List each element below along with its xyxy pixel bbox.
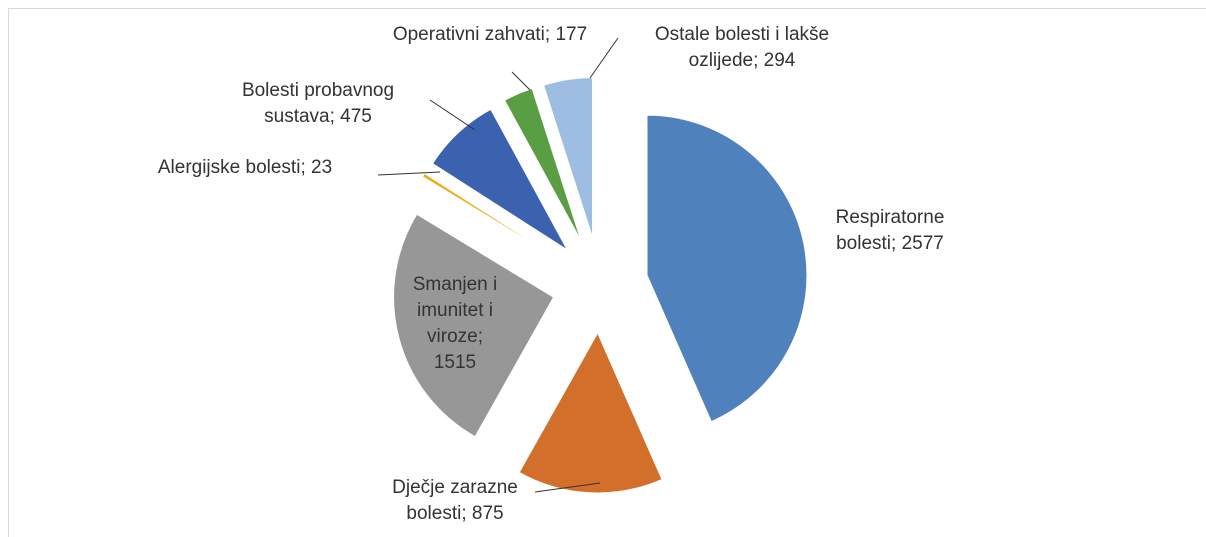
label-value: 2577 <box>901 233 944 254</box>
leader-line <box>511 71 531 91</box>
label-value: 23 <box>311 157 333 178</box>
leader-line <box>429 99 476 131</box>
label-value: 875 <box>471 503 504 524</box>
label-separator: ; <box>300 157 311 178</box>
pie-slice <box>518 331 663 494</box>
data-label: Dječje zarazne bolesti; 875 <box>370 475 540 527</box>
data-label: Ostale bolesti i lakše ozlijede; 294 <box>622 22 862 74</box>
data-label: Respiratorne bolesti; 2577 <box>810 205 970 257</box>
pie-slice <box>646 114 808 423</box>
label-category: Alergijske bolesti <box>157 157 301 178</box>
data-label: Alergijske bolesti; 23 <box>145 155 345 181</box>
pie-slice <box>542 77 594 238</box>
label-category: Bolesti probavnog sustava <box>241 80 395 127</box>
label-category: Respiratorne bolesti <box>835 207 945 254</box>
label-value: 475 <box>340 106 372 127</box>
label-category: Ostale bolesti i lakše ozlijede <box>654 24 830 71</box>
label-separator: ; <box>544 24 556 45</box>
data-label: Bolesti probavnog sustava; 475 <box>223 78 413 130</box>
leader-line <box>589 37 619 79</box>
label-category: Operativni zahvati <box>392 24 545 45</box>
pie-slice <box>421 172 560 261</box>
label-value: 1515 <box>433 352 477 373</box>
label-category: Smanjen i imunitet i viroze <box>412 274 498 347</box>
chart-border <box>8 8 1206 537</box>
label-separator: ; <box>753 50 764 71</box>
pie-slice <box>431 108 568 251</box>
label-value: 177 <box>555 24 588 45</box>
label-separator: ; <box>329 106 341 127</box>
pie-slice <box>393 213 555 438</box>
data-label: Operativni zahvati; 177 <box>383 22 598 48</box>
leader-line <box>534 482 601 493</box>
label-value: 294 <box>763 50 796 71</box>
leader-line <box>377 171 441 176</box>
label-category: Dječje zarazne bolesti <box>392 477 518 524</box>
data-label: Smanjen i imunitet i viroze; 1515 <box>410 272 500 376</box>
pie-slice <box>503 87 582 242</box>
label-separator: ; <box>891 233 902 254</box>
label-separator: ; <box>477 326 483 347</box>
label-separator: ; <box>461 503 472 524</box>
